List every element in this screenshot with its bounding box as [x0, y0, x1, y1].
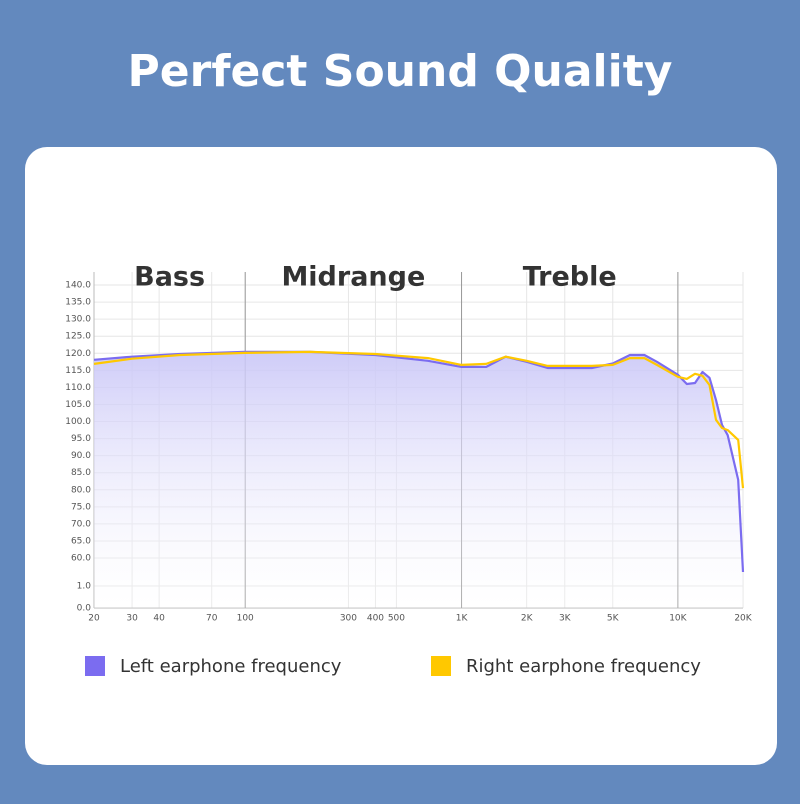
y-tick-label: 95.0: [71, 434, 91, 444]
x-tick-label: 10K: [669, 614, 687, 624]
x-tick-label: 300: [340, 614, 357, 624]
chart-title: Perfect Sound Quality: [128, 46, 673, 97]
y-tick-label: 125.0: [65, 332, 91, 342]
y-tick-label: 100.0: [65, 417, 91, 427]
y-tick-label: 70.0: [71, 519, 91, 529]
legend-swatch: [85, 656, 105, 676]
region-label: Bass: [134, 262, 205, 293]
series-line: [93, 350, 745, 489]
y-tick-label: 115.0: [65, 366, 91, 376]
y-tick-label: 120.0: [65, 349, 91, 359]
area: [94, 351, 743, 608]
y-tick-label: 60.0: [71, 554, 91, 564]
x-tick-label: 20: [88, 614, 100, 624]
x-tick-label: 400: [367, 614, 384, 624]
x-tick-label: 1K: [456, 614, 469, 624]
y-tick-label: 75.0: [71, 502, 91, 512]
y-tick-label: 0.0: [77, 604, 92, 614]
x-tick-label: 3K: [559, 614, 572, 624]
y-tick-label: 110.0: [65, 383, 91, 393]
x-tick-label: 20K: [734, 614, 752, 624]
x-tick-label: 2K: [521, 614, 534, 624]
y-tick-label: 140.0: [65, 281, 91, 291]
legend-swatch: [431, 656, 451, 676]
y-tick-label: 105.0: [65, 400, 91, 410]
region-label: Treble: [523, 262, 617, 293]
y-tick-label: 65.0: [71, 536, 91, 546]
y-tick-label: 130.0: [65, 315, 91, 325]
y-tick-label: 80.0: [71, 485, 91, 495]
legend-label: Right earphone frequency: [466, 656, 701, 677]
x-tick-label: 30: [126, 614, 138, 624]
x-tick-label: 40: [153, 614, 165, 624]
legend-label: Left earphone frequency: [120, 656, 342, 677]
x-tick-label: 100: [237, 614, 254, 624]
y-tick-label: 135.0: [65, 298, 91, 308]
x-tick-label: 500: [388, 614, 405, 624]
x-tick-label: 5K: [607, 614, 620, 624]
region-label: Midrange: [281, 262, 425, 293]
x-tick-label: 70: [206, 614, 218, 624]
y-tick-label: 1.0: [77, 582, 92, 592]
y-tick-label: 90.0: [71, 451, 91, 461]
y-tick-label: 85.0: [71, 468, 91, 478]
